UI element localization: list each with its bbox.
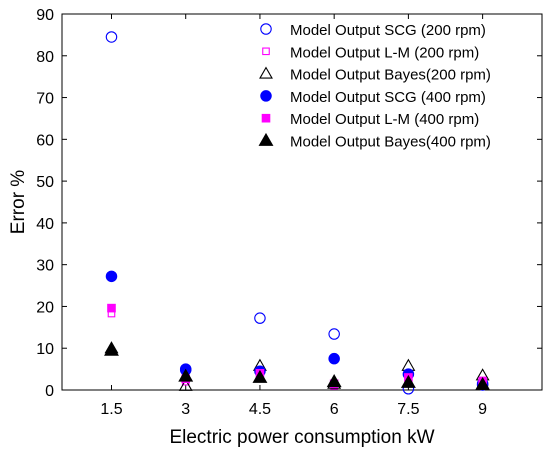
y-tick-label: 70 <box>36 91 54 108</box>
legend-marker <box>260 23 272 35</box>
x-tick-label: 6 <box>330 401 339 418</box>
x-tick-label: 3 <box>181 401 190 418</box>
legend-label: Model Output SCG (200 rpm) <box>290 22 486 39</box>
series-2 <box>107 309 487 390</box>
y-axis-label: Error % <box>8 170 29 235</box>
data-point <box>328 328 340 340</box>
plot-frame <box>61 13 543 391</box>
x-tick-label: 9 <box>478 401 487 418</box>
data-point <box>107 303 116 313</box>
y-tick-label: 20 <box>36 299 54 316</box>
y-tick-label: 90 <box>36 7 54 24</box>
axes <box>61 13 543 391</box>
series-5 <box>107 303 487 389</box>
data-point <box>254 312 266 324</box>
y-tick-label: 60 <box>36 132 54 149</box>
series-3 <box>104 341 490 391</box>
legend-label: Model Output L-M (200 rpm) <box>290 44 479 61</box>
legend-label: Model Output Bayes(400 rpm) <box>290 134 491 151</box>
series-6 <box>104 342 491 390</box>
y-tick-label: 10 <box>36 341 54 358</box>
x-tick-label: 7.5 <box>397 401 419 418</box>
data-point <box>475 376 491 390</box>
y-tick-label: 30 <box>36 258 54 275</box>
series-4 <box>105 270 489 390</box>
data-points <box>104 31 491 395</box>
legend-marker <box>262 47 270 56</box>
legend-marker <box>261 113 271 123</box>
series-1 <box>105 31 489 395</box>
data-point <box>178 368 194 382</box>
legend-marker <box>260 90 272 102</box>
data-point <box>328 352 340 365</box>
y-tick-label: 50 <box>36 174 54 191</box>
data-point <box>178 378 193 391</box>
y-tick-label: 40 <box>36 216 54 233</box>
x-tick-label: 1.5 <box>100 401 122 418</box>
y-tick-label: 80 <box>36 49 54 66</box>
data-point <box>104 342 119 356</box>
x-axis-label: Electric power consumption kW <box>169 427 434 448</box>
data-point <box>326 374 342 388</box>
legend: Model Output SCG (200 rpm) Model Output L… <box>258 22 491 151</box>
data-point <box>105 270 118 283</box>
legend-marker <box>259 66 273 79</box>
legend-label: Model Output L-M (400 rpm) <box>290 111 479 128</box>
legend-marker <box>258 132 274 146</box>
y-tick-label: 0 <box>45 383 54 400</box>
tick-marks <box>62 13 542 391</box>
x-tick-label: 4.5 <box>249 401 271 418</box>
legend-label: Model Output SCG (400 rpm) <box>290 89 486 106</box>
data-point <box>400 374 416 388</box>
legend-label: Model Output Bayes(200 rpm) <box>290 67 491 84</box>
data-point <box>252 369 268 383</box>
data-point <box>105 31 118 43</box>
